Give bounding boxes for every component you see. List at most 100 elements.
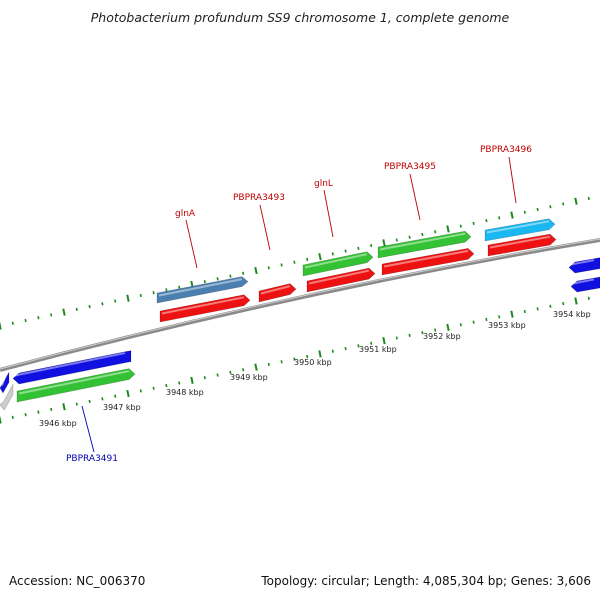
gene-arrow-highlight	[1, 386, 10, 403]
tick-dot	[434, 328, 437, 332]
tick-dot	[446, 323, 450, 332]
gene-arrow-highlight	[14, 352, 126, 377]
tick-dot	[0, 322, 2, 330]
tick-dot	[203, 376, 206, 380]
tick-dot	[421, 331, 424, 335]
forward-tick-dots	[0, 196, 590, 330]
label-leaders	[81, 156, 517, 453]
tick-dot	[267, 266, 270, 270]
tick-dot	[498, 315, 501, 319]
tick-dot	[395, 238, 398, 242]
tick-dot	[101, 302, 104, 306]
gene-feature-red-forward	[258, 283, 297, 303]
tick-dot	[165, 288, 168, 292]
gene-arrow-body	[16, 368, 136, 403]
tick-dot	[472, 320, 475, 324]
gene-feature-green-forward	[302, 251, 374, 277]
tick-dot	[382, 337, 386, 345]
tick-dot	[280, 360, 283, 364]
backbone-line	[0, 238, 600, 372]
tick-dot	[306, 354, 309, 359]
gene-arrow-highlight	[260, 285, 291, 295]
tick-dot	[37, 410, 40, 414]
label-leader-line	[185, 219, 198, 269]
tick-dot	[0, 416, 2, 424]
tick-dot	[165, 383, 168, 388]
gene-label-glnA: glnA	[175, 209, 196, 219]
tick-dot	[357, 344, 360, 348]
label-leader-line	[409, 173, 421, 221]
label-leader-line	[259, 204, 271, 251]
gene-arrow-body	[568, 257, 600, 274]
gene-feature-blue-reverse	[568, 257, 600, 274]
tick-dot	[446, 225, 450, 233]
gene-arrow-body	[302, 251, 374, 277]
tick-dot	[37, 316, 40, 320]
tick-dot	[562, 202, 565, 206]
tick-dot	[472, 221, 475, 226]
tick-dot	[216, 277, 219, 281]
tick-dot	[229, 274, 232, 278]
tick-dot	[395, 336, 398, 340]
tick-dot	[357, 246, 360, 250]
tick-dot	[549, 205, 552, 209]
tick-dot	[408, 235, 411, 239]
gene-feature-blue-reverse	[0, 371, 10, 394]
gene-arrow-body	[156, 276, 249, 304]
tick-dot	[267, 362, 270, 367]
tick-dot	[114, 394, 117, 398]
tick-dot	[11, 415, 14, 419]
tick-dot	[126, 294, 130, 302]
tick-dot	[62, 308, 66, 316]
tick-dot	[306, 257, 309, 262]
tick-dot	[293, 260, 296, 264]
kbp-label-3949: 3949 kbp	[230, 373, 268, 382]
tick-dot	[318, 350, 322, 358]
tick-dot	[498, 216, 501, 220]
map-title: Photobacterium profundum SS9 chromosome …	[90, 10, 510, 25]
tick-dot	[190, 376, 194, 384]
gene-arrow-body	[487, 233, 557, 257]
tick-dot	[101, 397, 104, 401]
gene-features	[0, 218, 600, 411]
gene-arrow-highlight	[158, 278, 243, 297]
gene-arrow-body	[159, 294, 251, 323]
tick-dot	[88, 399, 91, 404]
tick-dot	[229, 370, 232, 375]
gene-arrow-highlight	[308, 269, 370, 285]
tick-dot	[574, 197, 578, 205]
reverse-tick-dots	[0, 296, 590, 424]
kbp-label-3947: 3947 kbp	[103, 403, 141, 412]
kbp-label-3952: 3952 kbp	[423, 332, 461, 341]
kbp-label-3948: 3948 kbp	[166, 388, 204, 397]
kbp-label-3951: 3951 kbp	[359, 345, 397, 354]
gene-arrow-body	[381, 248, 475, 276]
gene-arrow-highlight	[572, 278, 595, 285]
gene-label-PBPRA3491: PBPRA3491	[66, 454, 118, 464]
tick-dot	[382, 239, 386, 247]
tick-dot	[459, 323, 462, 327]
tick-dot	[574, 297, 578, 305]
tick-dot	[75, 307, 78, 311]
kbp-label-3946: 3946 kbp	[39, 419, 77, 428]
gene-label-PBPRA3496: PBPRA3496	[480, 145, 532, 155]
gene-arrow-highlight	[379, 232, 466, 251]
tick-dot	[152, 291, 155, 295]
label-leader-line	[323, 189, 334, 238]
tick-dot	[331, 349, 334, 353]
label-leader-line	[508, 156, 517, 204]
gene-feature-red-forward	[381, 248, 475, 276]
kbp-label-3950: 3950 kbp	[294, 358, 332, 367]
gene-feature-red-forward	[487, 233, 557, 257]
tick-dot	[536, 307, 539, 311]
tick-dot	[549, 304, 552, 308]
tick-dot	[408, 333, 411, 337]
gene-label-PBPRA3493: PBPRA3493	[233, 193, 285, 203]
genome-backbone	[0, 238, 600, 372]
tick-dot	[139, 293, 142, 298]
gene-arrow-highlight	[1, 374, 7, 386]
kbp-label-3954: 3954 kbp	[553, 310, 591, 319]
gene-arrow-body	[258, 283, 297, 303]
tick-dot	[126, 389, 130, 398]
tick-dot	[242, 271, 245, 275]
